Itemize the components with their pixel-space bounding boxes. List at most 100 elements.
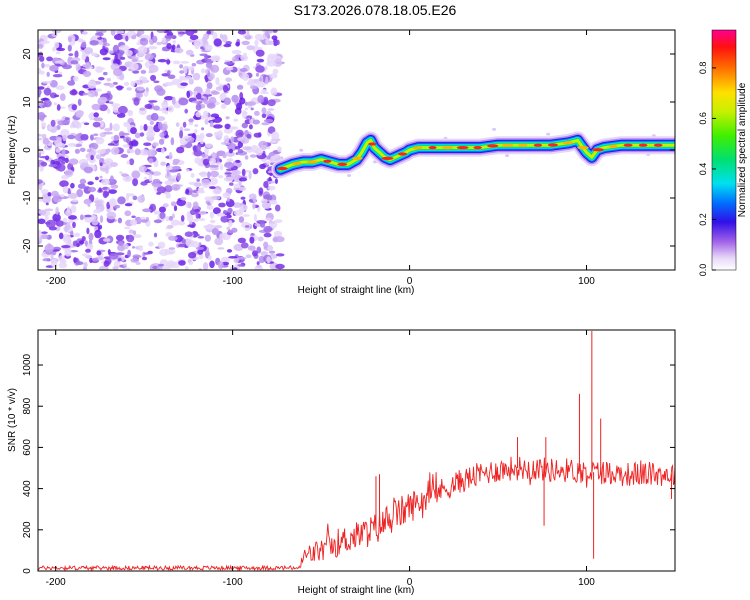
spectrogram-noise-speckle xyxy=(247,245,256,251)
snr-x-tick-label: 0 xyxy=(407,577,413,588)
spectrogram-noise-speckle xyxy=(58,262,68,269)
spectrogram-noise-speckle xyxy=(82,70,92,77)
spectrogram-noise-speckle xyxy=(224,162,234,169)
spectrogram-noise-speckle xyxy=(99,175,103,179)
spectrogram-y-axis-label: Frequency (Hz) xyxy=(7,116,18,185)
spectrogram-noise-speckle xyxy=(186,169,190,172)
spectrogram-noise-speckle xyxy=(220,215,229,223)
spectrogram-noise-speckle xyxy=(102,190,109,199)
spectrogram-noise-speckle xyxy=(184,65,188,74)
spectrogram-noise-speckle xyxy=(75,261,84,266)
spectrogram-noise-speckle xyxy=(133,234,142,239)
spectrogram-noise-speckle xyxy=(237,237,246,244)
spectrogram-noise-speckle xyxy=(56,136,62,141)
spectrogram-noise-speckle xyxy=(157,121,163,130)
spectrogram-noise-speckle xyxy=(107,50,114,54)
spectrogram-noise-speckle xyxy=(214,225,223,229)
spectrogram-noise-speckle xyxy=(204,118,209,125)
spectrogram-noise-speckle xyxy=(93,133,99,137)
spectrogram-noise-speckle xyxy=(212,151,216,159)
spectrogram-noise-speckle xyxy=(178,260,186,266)
spectrogram-noise-speckle xyxy=(48,125,53,130)
spectrogram-noise-speckle xyxy=(217,261,224,269)
spectrogram-noise-speckle xyxy=(89,150,96,158)
spectrogram-noise-speckle xyxy=(235,159,241,163)
spectrogram-noise-speckle xyxy=(237,30,246,35)
spectrogram-noise-speckle xyxy=(39,156,49,159)
spectrogram-noise-speckle xyxy=(187,202,192,209)
spectrogram-y-tick-label: -20 xyxy=(22,238,33,253)
spectrogram-hotspot xyxy=(608,144,618,148)
snr-x-tick-label: -100 xyxy=(223,577,243,588)
spectrogram-noise-speckle xyxy=(102,57,111,61)
spectrogram-noise-speckle xyxy=(265,217,272,221)
spectrogram-noise-speckle xyxy=(126,234,135,243)
spectrogram-noise-speckle xyxy=(191,62,197,67)
spectrogram-noise-speckle xyxy=(201,68,205,74)
spectrogram-noise-speckle xyxy=(179,70,185,74)
spectrogram-hotspot xyxy=(473,146,482,150)
spectrogram-noise-speckle xyxy=(242,111,248,115)
spectrogram-noise-speckle xyxy=(86,227,90,235)
spectrogram-hotspot xyxy=(517,143,528,147)
spectrogram-noise-speckle xyxy=(94,202,103,207)
spectrogram-noise-speckle xyxy=(166,169,170,177)
spectrogram-noise-speckle xyxy=(222,153,227,159)
spectrogram-noise-speckle xyxy=(203,96,208,105)
spectrogram-noise-speckle xyxy=(184,135,189,139)
spectrogram-noise-speckle xyxy=(180,215,185,222)
spectrogram-noise-speckle xyxy=(39,234,49,240)
spectrogram-noise-speckle xyxy=(227,143,237,152)
spectrogram-noise-speckle xyxy=(57,120,66,126)
spectrogram-noise-speckle xyxy=(67,80,76,86)
spectrogram-noise-speckle xyxy=(172,165,181,170)
spectrogram-noise-speckle xyxy=(73,76,79,82)
spectrogram-noise-speckle xyxy=(120,56,126,60)
spectrogram-hotspot xyxy=(623,143,633,147)
spectrogram-noise-speckle xyxy=(212,188,222,195)
spectrogram-noise-speckle xyxy=(56,104,61,111)
spectrogram-noise-speckle xyxy=(112,123,120,132)
spectrogram-noise-speckle xyxy=(274,154,279,159)
spectrogram-noise-speckle xyxy=(173,205,178,212)
spectrogram-noise-speckle xyxy=(98,187,103,192)
spectrogram-noise-speckle xyxy=(231,169,241,176)
spectrogram-noise-speckle xyxy=(232,58,240,62)
spectrogram-noise-speckle xyxy=(44,244,54,253)
spectrogram-noise-speckle xyxy=(192,90,198,96)
spectrogram-noise-speckle xyxy=(250,85,258,90)
spectrogram-y-tick-label: -10 xyxy=(22,190,33,205)
spectrogram-noise-speckle xyxy=(175,122,180,127)
colorbar-tick-label: 0.4 xyxy=(698,163,708,176)
snr-series-line xyxy=(38,456,675,571)
spectrogram-hotspot xyxy=(562,141,574,145)
spectrogram-noise-speckle xyxy=(261,107,267,114)
spectrogram-noise-speckle xyxy=(196,143,202,152)
snr-frame xyxy=(37,329,676,572)
spectrogram-noise-speckle xyxy=(70,60,79,65)
spectrogram-noise-speckle xyxy=(84,214,92,218)
spectrogram-noise-speckle xyxy=(219,233,226,240)
spectrogram-y-tick-label: 10 xyxy=(22,96,33,108)
spectrogram-noise-speckle xyxy=(54,94,60,98)
spectrogram-noise-speckle xyxy=(110,30,116,36)
spectrogram-noise-speckle xyxy=(78,240,85,245)
spectrogram-noise-speckle xyxy=(64,224,68,233)
spectrogram-noise-speckle xyxy=(45,202,49,206)
colorbar-tick-label: 0.2 xyxy=(698,213,708,226)
spectrogram-noise-speckle xyxy=(38,112,46,120)
spectrogram-noise-speckle xyxy=(156,88,166,96)
spectrogram-noise-speckle xyxy=(268,250,276,254)
spectrogram-noise-speckle xyxy=(93,52,98,57)
colorbar-tick-label: 0.8 xyxy=(698,62,708,75)
spectrogram-noise-speckle xyxy=(54,60,63,64)
spectrogram-noise-speckle xyxy=(67,134,76,140)
spectrogram-noise-speckle xyxy=(260,144,267,150)
spectrogram-noise-speckle xyxy=(38,137,43,141)
spectrogram-noise-speckle xyxy=(108,253,119,260)
spectrogram-noise-speckle xyxy=(223,43,232,48)
spectrogram-noise-speckle xyxy=(255,148,263,156)
snr-x-ticks: -200 -100 0 100 xyxy=(46,330,595,588)
spectrogram-noise-speckle xyxy=(242,73,250,81)
spectrogram-noise-speckle xyxy=(125,35,129,42)
